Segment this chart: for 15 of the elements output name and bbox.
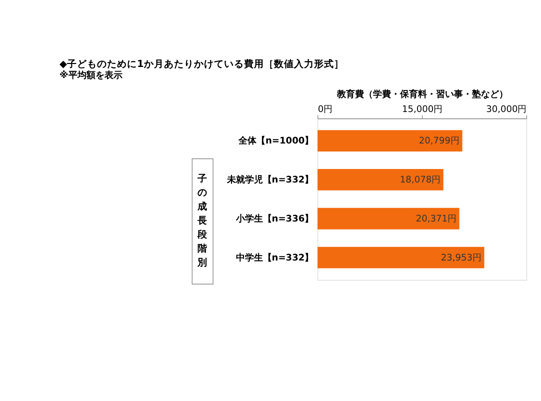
x-tick-label: 15,000円 (402, 104, 443, 115)
y-tick-label: 全体【n=1000】 (237, 136, 314, 147)
text: ※平均額を表示 (60, 70, 122, 82)
data-label: 20,799円 (418, 136, 460, 147)
data-label: 20,371円 (416, 214, 457, 224)
x-tick-label: 30,000円 (486, 104, 527, 115)
x-tick-label: 0円 (318, 104, 333, 115)
x-axis-title: 教育費（学費・保育料・習い事・塾など） (336, 88, 508, 100)
text: ◆子どものために1か月あたりかけている費用［数値入力形式］ (60, 58, 344, 70)
text: 子の成長段階別 (196, 172, 209, 268)
data-label: 23,953円 (440, 253, 482, 264)
y-tick-label: 小学生【n=336】 (234, 213, 314, 224)
y-tick-label: 中学生【n=332】 (236, 252, 314, 264)
data-label: 18,078円 (400, 175, 441, 186)
y-tick-label: 未就学児【n=332】 (226, 174, 314, 186)
